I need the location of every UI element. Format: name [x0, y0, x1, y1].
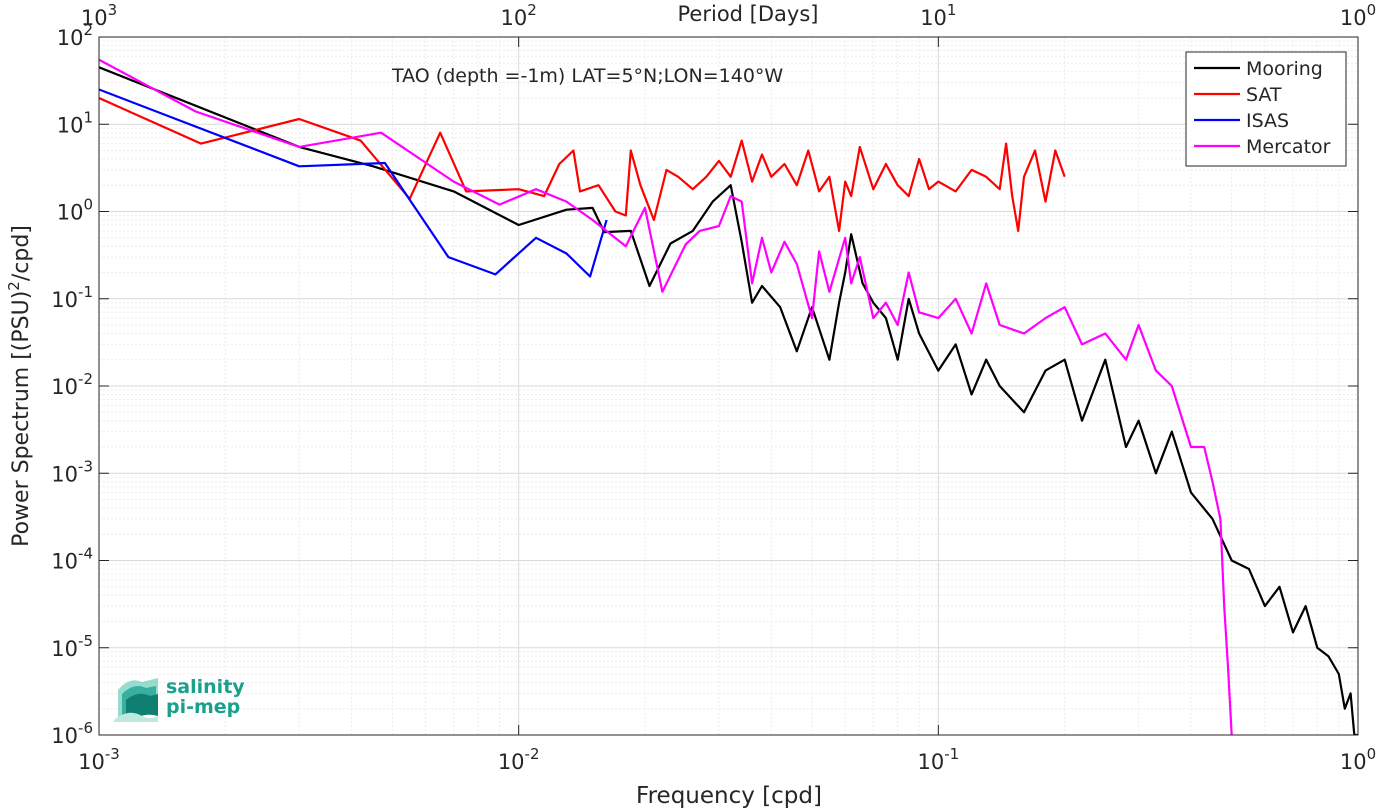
y-tick-label: 102	[57, 21, 93, 50]
y-tick-label: 10-2	[51, 370, 93, 399]
legend-label-mercator: Mercator	[1246, 136, 1331, 158]
y-tick-label: 100	[57, 196, 93, 225]
legend-label-mooring: Mooring	[1246, 58, 1323, 80]
top-tick-label: 100	[1340, 1, 1376, 30]
series-layer	[99, 58, 1358, 735]
x-tick-label: 100	[1340, 745, 1376, 774]
y-tick-label: 101	[57, 108, 93, 137]
x-tick-label: 10-1	[917, 745, 959, 774]
top-tick-label: 102	[501, 1, 537, 30]
series-line-isas	[99, 88, 608, 278]
y-axis-label: Power Spectrum [(PSU)2/cpd]	[5, 225, 34, 547]
y-tick-label: 10-5	[51, 632, 93, 661]
y-tick-label: 10-4	[51, 545, 93, 574]
series-line-sat	[99, 96, 1066, 232]
logo-text-salinity: salinity	[166, 676, 245, 698]
top-tick-label: 101	[920, 1, 956, 30]
series-line-mooring	[99, 66, 1358, 735]
x-tick-label: 10-2	[498, 745, 540, 774]
salinity-pi-mep-logo: salinity pi-mep	[114, 676, 245, 722]
y-tick-label: 10-3	[51, 457, 93, 486]
legend-label-sat: SAT	[1246, 84, 1282, 106]
y-tick-label: 10-6	[51, 719, 93, 748]
grid-lines	[98, 37, 1358, 736]
logo-text-pimep: pi-mep	[166, 696, 240, 718]
x-tick-label: 10-3	[78, 745, 120, 774]
legend-label-isas: ISAS	[1246, 110, 1289, 132]
tick-marks	[98, 36, 1359, 736]
x-axis-label: Frequency [cpd]	[636, 783, 822, 809]
y-axis-label-main: Power Spectrum [(PSU)	[9, 291, 34, 547]
legend: Mooring SAT ISAS Mercator	[1185, 51, 1347, 167]
chart-title: TAO (depth =-1m) LAT=5°N;LON=140°W	[391, 65, 783, 87]
series-line-mercator	[99, 58, 1233, 735]
legend-box	[1185, 51, 1347, 167]
top-axis-label: Period [Days]	[678, 2, 819, 26]
y-tick-label: 10-1	[51, 283, 93, 312]
y-axis-label-superscript: 2	[5, 281, 23, 291]
y-axis-label-tail: /cpd]	[9, 225, 34, 281]
logo-wave-icon	[114, 678, 158, 722]
top-tick-label: 103	[81, 1, 117, 30]
